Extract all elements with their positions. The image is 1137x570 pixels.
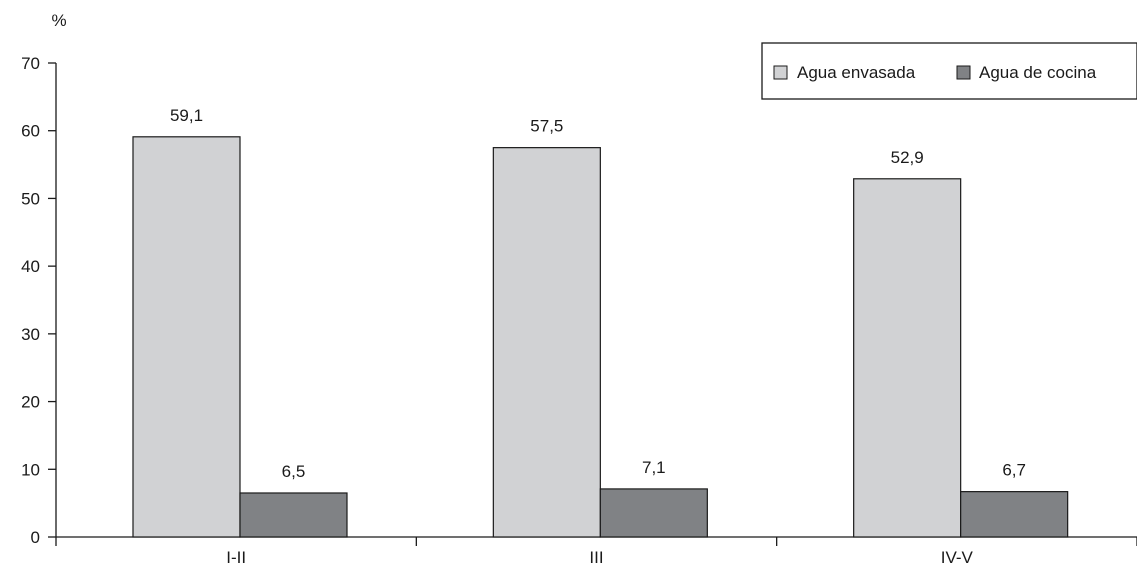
- legend-label-agua-envasada: Agua envasada: [797, 63, 916, 82]
- x-axis: I-II III IV-V: [55, 536, 1137, 567]
- x-category-label: IV-V: [941, 548, 974, 567]
- y-axis-unit-label: %: [51, 11, 66, 30]
- data-label-agua-de-cocina: 7,1: [642, 458, 666, 477]
- bar-agua-de-cocina: [960, 491, 1069, 538]
- y-tick-label: 40: [21, 257, 40, 276]
- y-tick-label: 60: [21, 122, 40, 141]
- y-tick-label: 20: [21, 393, 40, 412]
- legend-swatch-agua-de-cocina: [956, 65, 971, 80]
- bar-agua-de-cocina: [239, 492, 348, 538]
- bars-group: [132, 136, 1069, 538]
- x-category-label: III: [589, 548, 603, 567]
- data-label-agua-envasada: 57,5: [530, 117, 563, 136]
- y-tick-label: 70: [21, 54, 40, 73]
- y-tick-label: 10: [21, 460, 40, 479]
- legend-label-agua-de-cocina: Agua de cocina: [979, 63, 1097, 82]
- data-label-agua-envasada: 52,9: [891, 148, 924, 167]
- x-category-label: I-II: [226, 548, 246, 567]
- y-axis: 0 10 20 30 40 50 60 70: [21, 54, 57, 547]
- bar-agua-envasada: [492, 147, 601, 538]
- y-tick-label: 50: [21, 189, 40, 208]
- y-tick-label: 30: [21, 325, 40, 344]
- data-label-agua-de-cocina: 6,7: [1002, 461, 1026, 480]
- bar-agua-envasada: [853, 178, 962, 538]
- bar-agua-envasada: [132, 136, 241, 538]
- data-labels-group: 59,1 6,5 57,5 7,1 52,9 6,7: [170, 106, 1026, 481]
- data-label-agua-de-cocina: 6,5: [282, 462, 306, 481]
- legend: Agua envasada Agua de cocina: [761, 42, 1137, 100]
- y-tick-label: 0: [31, 528, 40, 547]
- bar-agua-de-cocina: [599, 488, 708, 538]
- legend-swatch-agua-envasada: [773, 65, 788, 80]
- data-label-agua-envasada: 59,1: [170, 106, 203, 125]
- legend-frame: [761, 42, 1137, 100]
